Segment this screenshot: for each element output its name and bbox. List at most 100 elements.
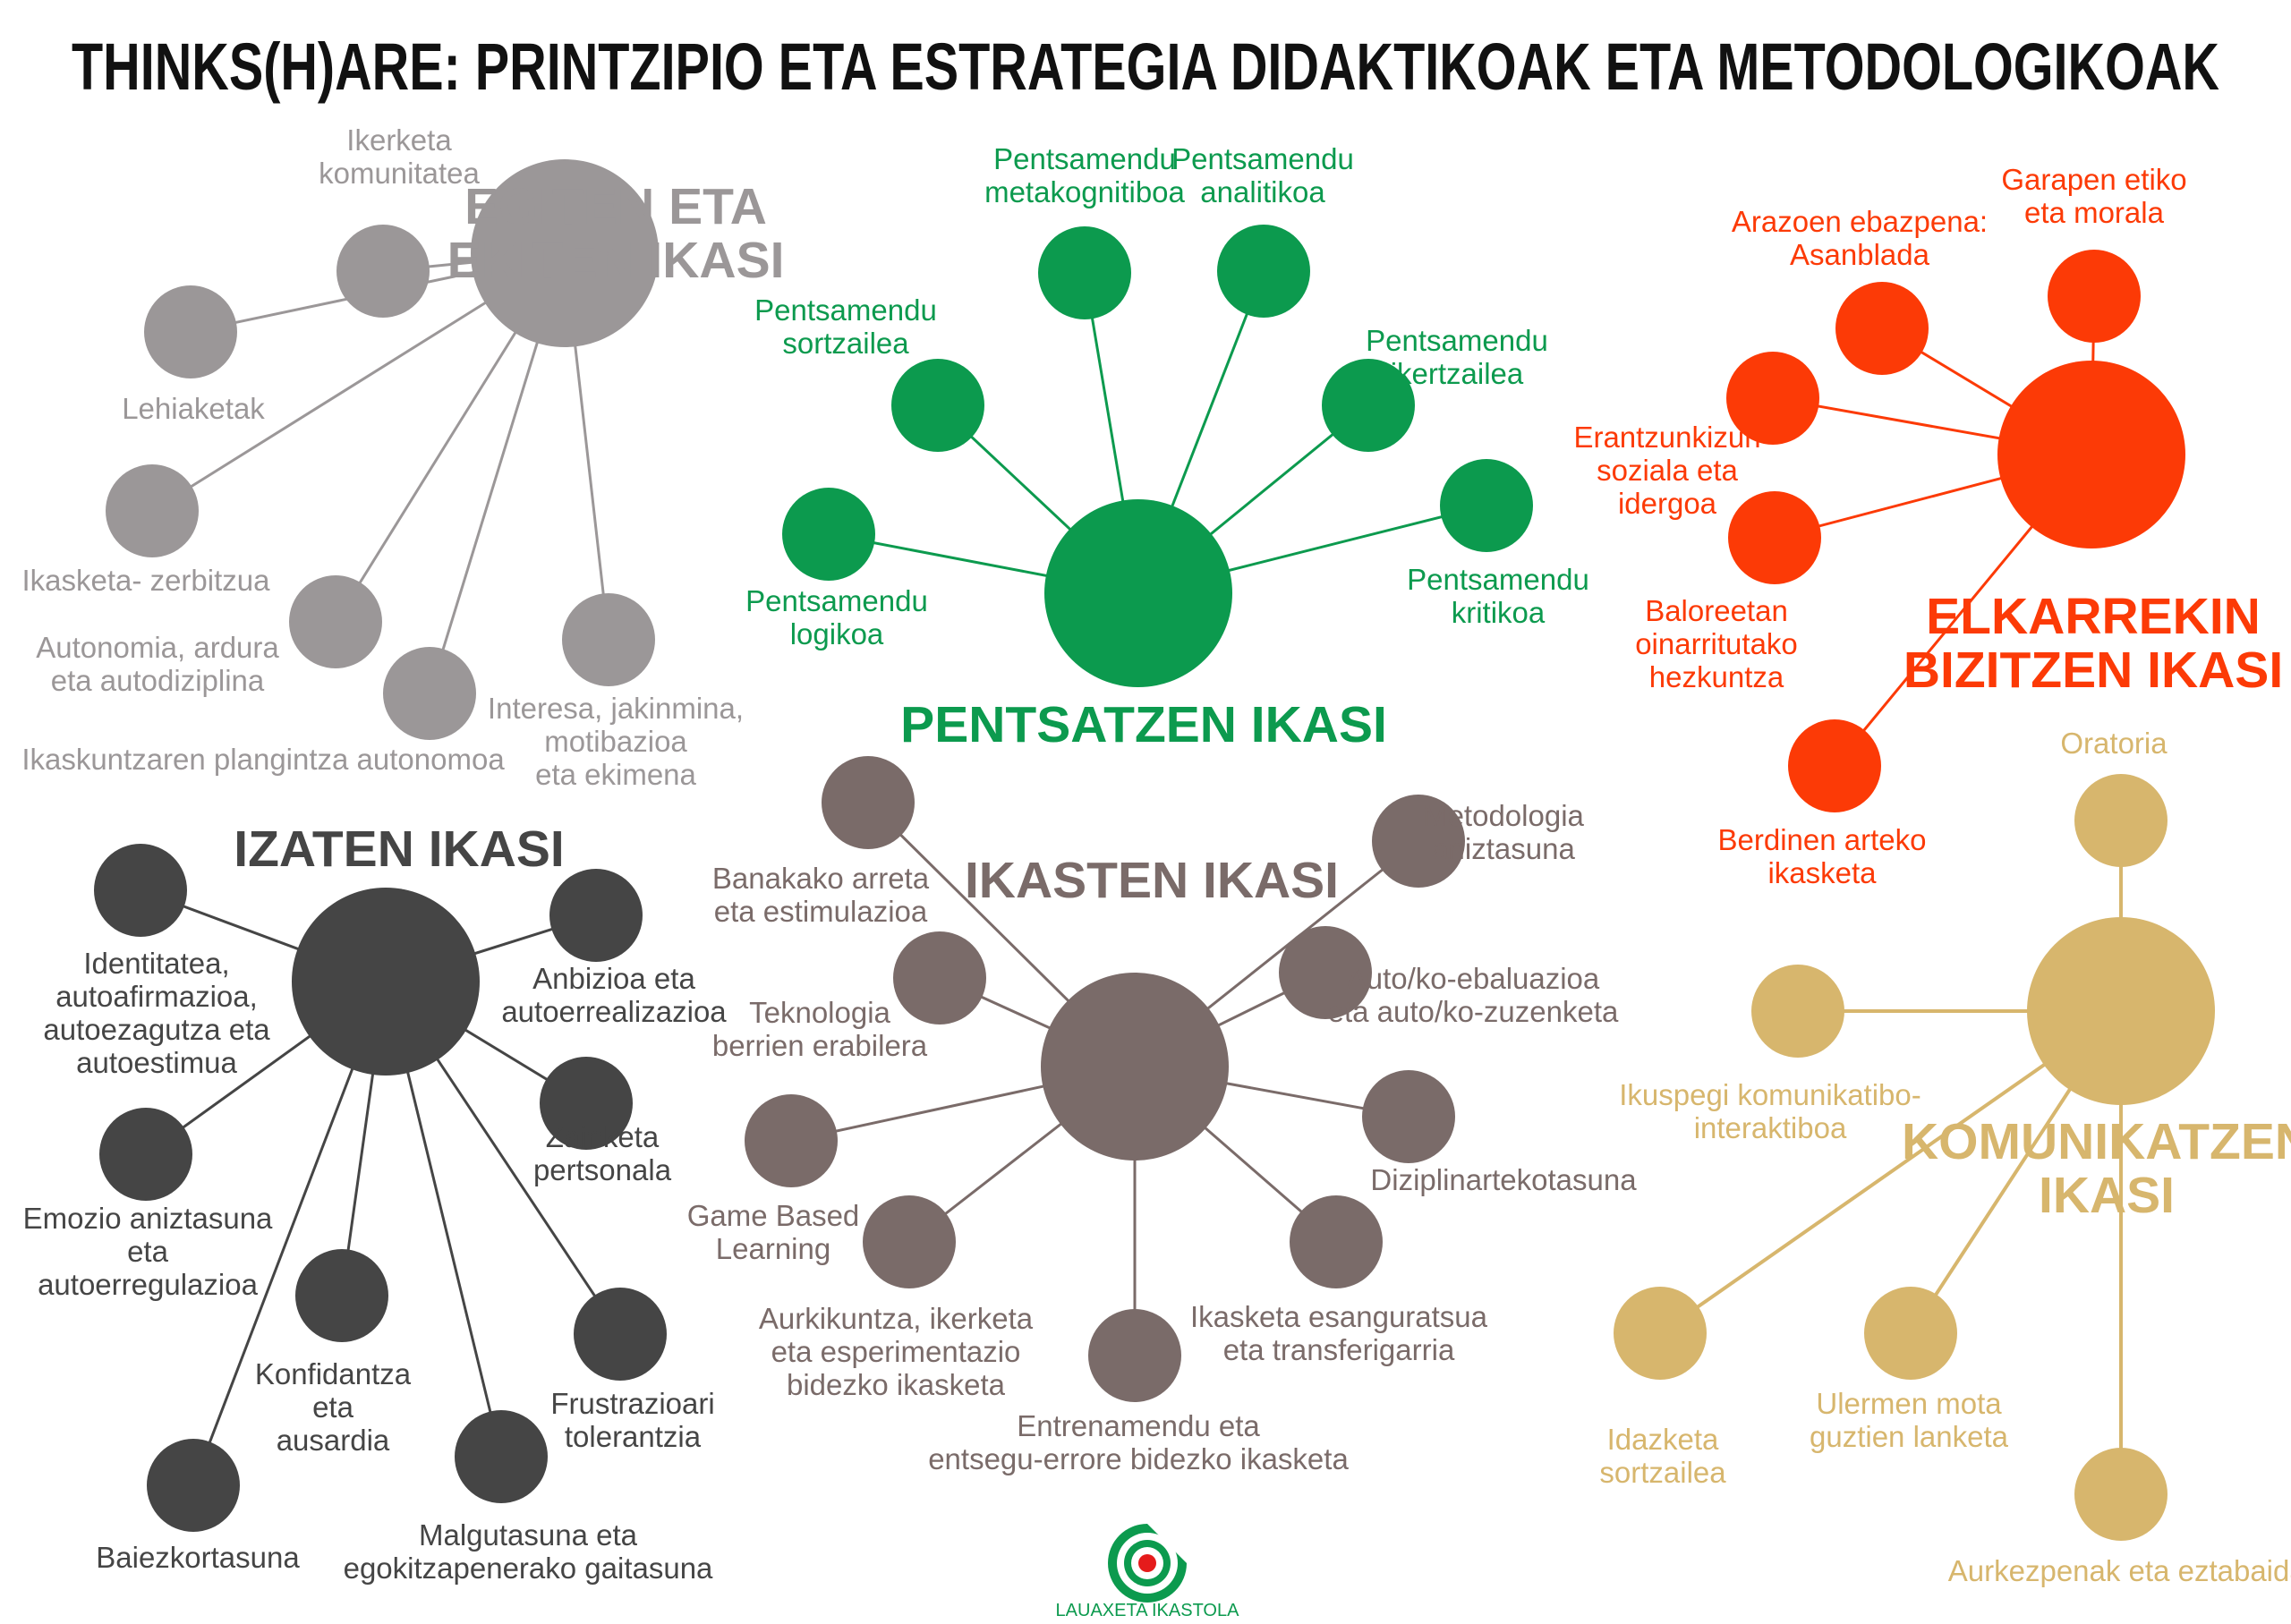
- hub-izaten: [292, 888, 480, 1076]
- node-label: Banakako arreta eta estimulazioa: [712, 862, 930, 928]
- node-komunikatzen-1: [1751, 965, 1844, 1058]
- node-label-line: aniztasuna: [1432, 832, 1575, 865]
- node-label: Baloreetan oinarritutako hezkuntza: [1635, 594, 1798, 693]
- node-label: Entrenamendu eta entsegu-errore bidezko i…: [928, 1409, 1349, 1475]
- node-ikasten-6: [863, 1195, 956, 1288]
- node-label: Ikasketa esanguratsua eta transferigarria: [1190, 1300, 1488, 1366]
- node-label-line: tolerantzia: [565, 1420, 702, 1453]
- node-ikasten-4: [745, 1094, 838, 1187]
- node-label-line: Pentsamendu: [1171, 142, 1354, 175]
- node-label: Pentsamendu sortzailea: [754, 293, 937, 360]
- node-label-line: Pentsamendu: [1407, 563, 1589, 596]
- node-label-line: Learning: [716, 1232, 830, 1265]
- node-elkarrekin-0: [1835, 282, 1929, 375]
- node-elkarrekin-2: [1726, 352, 1819, 445]
- node-label-line: Oratoria: [2060, 727, 2168, 760]
- node-label-line: Identitatea,: [83, 947, 229, 980]
- node-komunikatzen-4: [2074, 1448, 2168, 1541]
- node-label: Baiezkortasuna: [96, 1541, 300, 1574]
- node-label-line: Auto/ko-ebaluazioa: [1347, 962, 1600, 995]
- node-label-line: sortzailea: [1599, 1456, 1726, 1489]
- node-izaten-1: [549, 869, 643, 962]
- node-label-line: eta transferigarria: [1223, 1333, 1455, 1366]
- node-label-line: Arazoen ebazpena:: [1732, 205, 1988, 238]
- node-label-line: Ikasketa- zerbitzua: [22, 564, 271, 597]
- node-label: Pentsamendu logikoa: [745, 584, 928, 650]
- node-label: Pentsamendu kritikoa: [1407, 563, 1589, 629]
- node-label: Lehiaketak: [122, 392, 265, 425]
- node-label: Ikasketa- zerbitzua: [22, 564, 271, 597]
- node-label-line: Diziplinartekotasuna: [1370, 1163, 1637, 1196]
- node-label-line: Asanblada: [1790, 238, 1930, 271]
- node-egiten-3: [289, 575, 382, 668]
- node-izaten-6: [147, 1439, 240, 1532]
- node-label: Anbizioa eta autoerrealizazioa: [501, 962, 727, 1028]
- node-label: Ikerketa komunitatea: [319, 123, 480, 190]
- node-label-line: berrien erabilera: [712, 1029, 928, 1062]
- node-label: Teknologia berrien erabilera: [712, 996, 928, 1062]
- node-label: Garapen etiko eta morala: [2001, 163, 2186, 229]
- node-label-line: eta ekimena: [535, 758, 696, 791]
- node-label-line: Autonomia, ardura: [36, 631, 279, 664]
- node-label-line: guztien lanketa: [1810, 1420, 2009, 1453]
- node-label: Ikuspegi komunikatibo-interaktiboa: [1619, 1078, 1921, 1144]
- node-label-line: autoerrealizazioa: [501, 995, 727, 1028]
- node-label-line: Pentsamendu: [1366, 324, 1548, 357]
- node-label-line: analitikoa: [1200, 175, 1325, 208]
- node-label-line: egokitzapenerako gaitasuna: [344, 1552, 713, 1585]
- node-ikasten-1: [1372, 795, 1465, 888]
- node-ikasten-5: [1362, 1070, 1455, 1163]
- node-label: Aurkikuntza, ikerketa eta esperimentazio b…: [759, 1302, 1034, 1401]
- node-label: Zainketa pertsonala: [533, 1120, 672, 1186]
- hub-ikasten: [1041, 973, 1229, 1161]
- node-label-line: Berdinen arteko: [1718, 823, 1927, 856]
- node-label: Game Based Learning: [687, 1199, 860, 1265]
- node-label-line: komunitatea: [319, 157, 480, 190]
- node-label-line: Idazketa: [1607, 1423, 1719, 1456]
- node-label-line: eta: [127, 1235, 169, 1268]
- logo-text: LAUAXETA IKASTOLA: [1056, 1601, 1240, 1620]
- node-label: Ikaskuntzaren plangintza autonomoa: [21, 743, 505, 776]
- node-label-line: Aurkezpenak eta eztabaidak: [1948, 1554, 2291, 1587]
- node-label: Frustrazioari tolerantzia: [550, 1387, 714, 1453]
- hub-komunikatzen: [2027, 917, 2215, 1105]
- node-label-line: ausardia: [277, 1424, 390, 1457]
- node-izaten-7: [455, 1410, 548, 1503]
- node-label-line: Ikasketa esanguratsua: [1190, 1300, 1488, 1333]
- node-label-line: soziala eta: [1597, 454, 1738, 487]
- node-egiten-2: [106, 464, 199, 557]
- node-label-line: Teknologia: [749, 996, 890, 1029]
- group-title-line: IKASTEN IKASI: [965, 852, 1339, 909]
- group-title-line: IZATEN IKASI: [234, 821, 564, 878]
- node-label: Autonomia, ardura eta autodiziplina: [36, 631, 279, 697]
- group-title-line: ELKARREKIN: [1926, 588, 2261, 645]
- node-label: Aurkezpenak eta eztabaidak: [1948, 1554, 2291, 1587]
- node-label: Pentsamendu ikertzailea: [1366, 324, 1548, 390]
- group-title-egiten: EGITEN ETA EKITEN IKASI: [447, 178, 785, 289]
- node-egiten-0: [336, 225, 430, 318]
- node-label: Auto/ko-ebaluazioa eta auto/ko-zuzenketa: [1328, 962, 1619, 1028]
- group-title-line: IKASI: [2039, 1167, 2175, 1224]
- node-label: Ulermen mota guztien lanketa: [1810, 1387, 2009, 1453]
- node-label-line: metakognitiboa: [984, 175, 1185, 208]
- node-label-line: Erantzunkizun: [1573, 421, 1760, 454]
- node-izaten-3: [99, 1108, 192, 1201]
- node-izaten-2: [540, 1057, 633, 1150]
- group-title-pentsatzen: PENTSATZEN IKASI: [900, 696, 1387, 753]
- group-title-line: KOMUNIKATZEN: [1902, 1113, 2291, 1170]
- node-label-line: interaktiboa: [1694, 1111, 1847, 1144]
- hub-pentsatzen: [1044, 499, 1232, 687]
- node-label-line: Anbizioa eta: [532, 962, 695, 995]
- node-label-line: autoerregulazioa: [38, 1268, 258, 1301]
- node-label-line: bidezko ikasketa: [787, 1368, 1006, 1401]
- group-title-line: EKITEN IKASI: [447, 232, 785, 289]
- node-elkarrekin-4: [1788, 719, 1881, 812]
- node-label: Diziplinartekotasuna: [1370, 1163, 1637, 1196]
- node-label: Arazoen ebazpena: Asanblada: [1732, 205, 1988, 271]
- node-elkarrekin-3: [1728, 491, 1821, 584]
- node-komunikatzen-0: [2074, 774, 2168, 867]
- node-label-line: Baloreetan: [1645, 594, 1788, 627]
- hub-elkarrekin: [1997, 361, 2185, 548]
- group-title-komunikatzen: KOMUNIKATZEN IKASI: [1902, 1113, 2291, 1224]
- node-label-line: motibazioa: [544, 725, 687, 758]
